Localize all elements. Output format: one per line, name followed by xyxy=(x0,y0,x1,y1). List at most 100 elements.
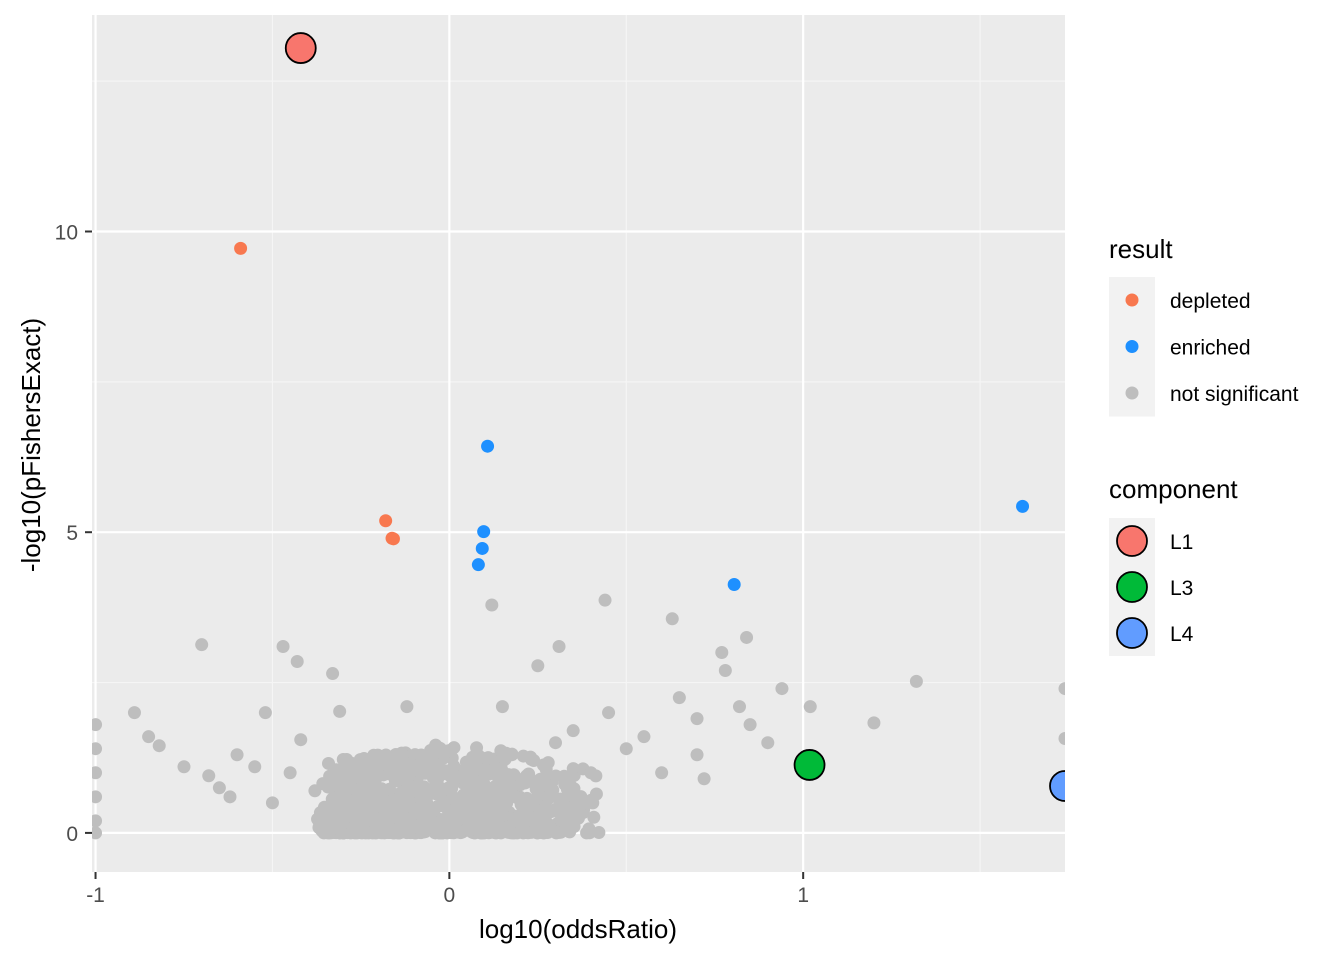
point-not-significant xyxy=(553,792,567,806)
point-not-significant xyxy=(528,812,542,826)
point-not-significant xyxy=(465,769,479,783)
point-not-significant xyxy=(223,790,237,804)
point-not-significant xyxy=(540,778,554,792)
point-not-significant xyxy=(324,822,338,836)
point-not-significant xyxy=(505,748,519,762)
point-not-significant xyxy=(418,804,432,818)
component-point-l1 xyxy=(284,32,317,64)
point-not-significant xyxy=(367,776,381,790)
point-not-significant xyxy=(909,674,923,688)
x-axis-label: log10(oddsRatio) xyxy=(479,914,677,944)
legend-key-depleted xyxy=(1125,293,1139,307)
point-enriched xyxy=(471,558,485,572)
point-not-significant xyxy=(478,766,492,780)
point-not-significant xyxy=(619,742,633,756)
point-not-significant xyxy=(388,760,402,774)
point-not-significant xyxy=(336,802,350,816)
y-tick-label: 10 xyxy=(55,222,78,245)
point-not-significant xyxy=(425,814,439,828)
point-not-significant xyxy=(341,761,355,775)
point-not-significant xyxy=(450,798,464,812)
point-not-significant xyxy=(665,612,679,626)
point-not-significant xyxy=(248,760,262,774)
point-enriched xyxy=(475,541,489,555)
point-not-significant xyxy=(527,753,541,767)
point-not-significant xyxy=(496,785,510,799)
point-not-significant xyxy=(265,796,279,810)
legend-label: depleted xyxy=(1170,290,1251,313)
component-point-l4 xyxy=(1049,770,1065,802)
point-not-significant xyxy=(536,758,550,772)
point-not-significant xyxy=(672,691,686,705)
point-not-significant xyxy=(494,822,508,836)
point-not-significant xyxy=(560,782,574,796)
point-not-significant xyxy=(333,704,347,718)
point-not-significant xyxy=(803,700,817,714)
point-not-significant xyxy=(592,825,606,839)
point-not-significant xyxy=(92,718,103,732)
legend-label: L1 xyxy=(1170,531,1193,554)
point-not-significant xyxy=(495,809,509,823)
legend-key-enriched xyxy=(1125,340,1139,353)
point-not-significant xyxy=(258,706,272,720)
point-enriched xyxy=(1016,499,1030,513)
x-tick-label: 1 xyxy=(797,884,809,907)
point-not-significant xyxy=(440,782,454,796)
point-not-significant xyxy=(425,753,439,767)
point-enriched xyxy=(481,439,495,453)
point-not-significant xyxy=(424,743,438,757)
point-not-significant xyxy=(290,655,304,669)
point-not-significant xyxy=(418,766,432,780)
point-not-significant xyxy=(732,700,746,714)
point-not-significant xyxy=(718,664,732,678)
point-not-significant xyxy=(775,682,789,696)
point-not-significant xyxy=(354,757,368,771)
x-tick-label: 0 xyxy=(444,884,456,907)
point-not-significant xyxy=(550,825,564,839)
legend-key-l3 xyxy=(1116,571,1148,603)
point-enriched xyxy=(727,578,741,592)
point-not-significant xyxy=(496,795,510,809)
point-not-significant xyxy=(1058,682,1065,696)
point-not-significant xyxy=(549,769,563,783)
point-not-significant xyxy=(715,645,729,659)
point-not-significant xyxy=(690,748,704,762)
point-not-significant xyxy=(283,766,297,780)
point-not-significant xyxy=(328,768,342,782)
point-not-significant xyxy=(447,759,461,773)
point-not-significant xyxy=(386,826,400,840)
legend-key-l1 xyxy=(1116,525,1148,557)
point-not-significant xyxy=(400,776,414,790)
y-tick-label: 5 xyxy=(66,522,78,545)
point-not-significant xyxy=(409,784,423,798)
point-not-significant xyxy=(372,749,386,763)
point-not-significant xyxy=(294,733,308,747)
point-not-significant xyxy=(313,816,327,830)
legend-title-result: result xyxy=(1109,234,1173,264)
point-not-significant xyxy=(404,822,418,836)
point-not-significant xyxy=(377,820,391,834)
legend-key-l4 xyxy=(1116,617,1148,649)
point-not-significant xyxy=(407,763,421,777)
point-not-significant xyxy=(598,593,612,607)
point-not-significant xyxy=(92,814,103,828)
y-axis-label: -log10(pFishersExact) xyxy=(16,318,46,572)
point-not-significant xyxy=(308,784,322,798)
panel-background xyxy=(92,15,1065,872)
point-not-significant xyxy=(494,763,508,777)
data-points xyxy=(92,32,1065,840)
point-not-significant xyxy=(531,659,545,673)
point-not-significant xyxy=(395,746,409,760)
point-not-significant xyxy=(142,730,156,744)
point-not-significant xyxy=(516,749,530,763)
point-not-significant xyxy=(743,718,757,732)
point-not-significant xyxy=(326,667,340,681)
point-not-significant xyxy=(587,810,601,824)
point-not-significant xyxy=(195,638,209,652)
point-not-significant xyxy=(407,802,421,816)
point-not-significant xyxy=(442,823,456,837)
point-not-significant xyxy=(471,824,485,838)
legend-label: L3 xyxy=(1170,577,1193,600)
point-not-significant xyxy=(400,700,414,714)
point-not-significant xyxy=(697,772,711,786)
